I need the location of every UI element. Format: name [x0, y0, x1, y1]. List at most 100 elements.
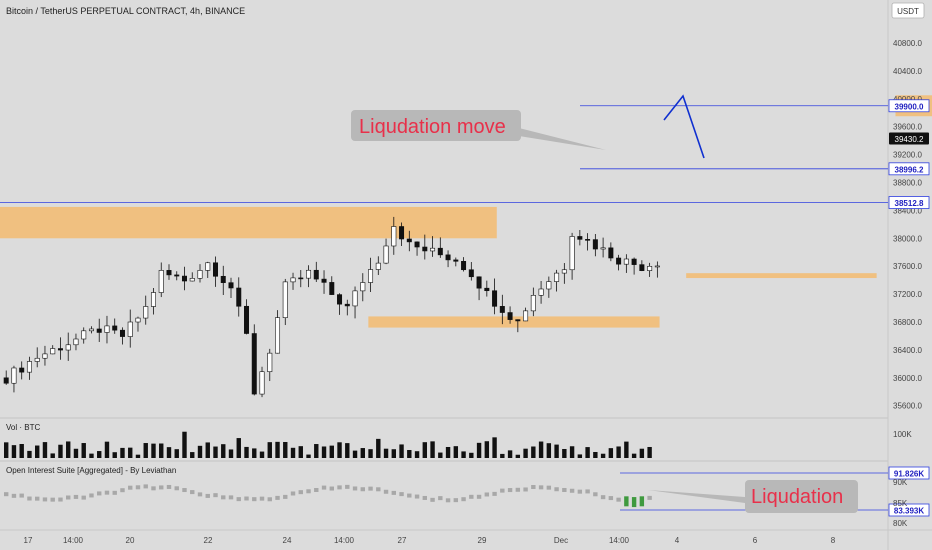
annotation-main-box [351, 110, 521, 141]
volume-bar [554, 444, 559, 458]
price-tick: 38000.0 [893, 234, 922, 243]
volume-bar [66, 441, 71, 458]
candle-body [375, 262, 381, 270]
candle-body [368, 269, 374, 283]
time-tick: 14:00 [63, 536, 84, 545]
oi-bar [228, 495, 234, 500]
level-lines [0, 105, 888, 203]
candle-body [414, 241, 420, 248]
volume-bar [639, 448, 645, 458]
volume-bar [275, 441, 280, 458]
time-tick: 22 [204, 536, 213, 545]
volume-bar [391, 449, 396, 458]
volume-bar [569, 446, 575, 458]
oi-bar [554, 487, 559, 492]
candle-body [352, 290, 358, 307]
volume-bar [593, 451, 598, 458]
oi-bar [492, 491, 497, 496]
level-tag [888, 162, 930, 176]
candle-body [437, 247, 443, 256]
candle-body [344, 303, 350, 307]
oi-bar [352, 486, 358, 491]
annotation-oi-box [745, 480, 858, 513]
volume-bar [89, 453, 94, 458]
price-tick: 39600.0 [893, 123, 922, 132]
candle-body [119, 329, 125, 337]
candle-body [329, 282, 335, 295]
oi-bar [631, 497, 637, 508]
oi-bar [376, 487, 381, 492]
volume-bars [4, 431, 652, 458]
oi-bar [166, 484, 172, 489]
oi-bar [182, 488, 187, 493]
oi-bar [523, 487, 528, 492]
candle-body [197, 270, 203, 279]
candle-body [484, 287, 490, 292]
oi-bar [414, 494, 420, 499]
last-price-label: 39430.2 [895, 135, 924, 144]
oi-bar [407, 493, 412, 498]
oi-bar [345, 484, 350, 489]
oi-bar [205, 493, 210, 498]
candle-body [468, 269, 474, 278]
time-tick: 14:00 [334, 536, 355, 545]
level-labels: 39900.0 38996.2 38512.8 39430.2 [888, 99, 930, 209]
price-tick: 37200.0 [893, 290, 922, 299]
candle-body [623, 258, 629, 265]
candle-body [321, 278, 327, 283]
oi-bar [252, 497, 257, 502]
candle-body [530, 295, 536, 312]
volume-bar [647, 446, 652, 458]
currency-label: USDT [897, 7, 919, 16]
candle-body [306, 269, 312, 279]
candle-body [561, 269, 567, 274]
volume-bar [600, 453, 606, 458]
oi-tick-90k: 90K [893, 478, 908, 487]
volume-bar [329, 445, 334, 458]
oi-bar [298, 490, 303, 495]
oi-bar [507, 488, 513, 493]
annotation-main-text: Liqudation move [359, 116, 506, 138]
currency-badge[interactable] [891, 2, 925, 19]
candle-body [81, 330, 87, 340]
volume-bar [135, 454, 141, 458]
oi-bar [476, 494, 482, 499]
oi-bar [647, 495, 652, 500]
oi-bar [275, 495, 280, 500]
oi-bar [213, 493, 218, 498]
candle-body [585, 239, 591, 241]
oi-bar [143, 484, 148, 489]
volume-bar [608, 448, 614, 458]
oi-bar [399, 492, 404, 497]
oi-bar [112, 490, 117, 495]
oi-level-tag [888, 503, 930, 517]
zone [0, 206, 497, 239]
candle-body [430, 247, 436, 252]
volume-bar [585, 447, 590, 458]
candle-body [34, 357, 40, 362]
volume-bar [182, 431, 187, 458]
candle-body [251, 333, 257, 395]
candle-body [143, 306, 149, 319]
oi-bar [531, 484, 536, 489]
volume-bar [438, 452, 443, 458]
level-label: 38996.2 [895, 165, 924, 174]
candle-body [213, 262, 219, 277]
price-tick: 40400.0 [893, 67, 922, 76]
volume-bar [624, 441, 629, 458]
candle-body [19, 367, 25, 373]
oi-bar [66, 495, 71, 500]
time-tick: 8 [831, 536, 836, 545]
time-tick: 14:00 [609, 536, 630, 545]
time-tick: 6 [753, 536, 758, 545]
candle-body [267, 352, 273, 373]
volume-bar [314, 444, 319, 458]
candle-body [275, 317, 281, 354]
oi-bar [73, 494, 79, 499]
annotation-oi-text: Liqudation [751, 486, 843, 508]
oi-bar [81, 495, 86, 500]
oi-bar [267, 497, 272, 502]
chart-title: Bitcoin / TetherUS PERPETUAL CONTRACT, 4… [6, 6, 245, 16]
volume-bar [445, 446, 451, 458]
